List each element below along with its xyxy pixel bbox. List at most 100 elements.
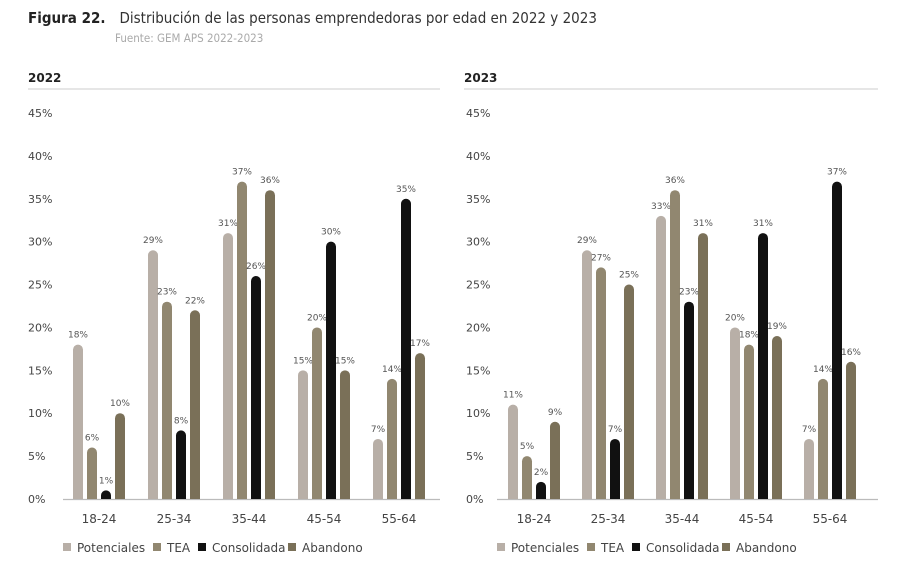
x-tick-label: 18-24 [82,512,117,526]
x-tick-label: 55-64 [382,512,417,526]
data-label: 31% [693,219,713,229]
legend-item-potenciales: Potenciales [63,541,145,555]
bar-potenciales-45-54 [298,370,308,499]
legend-swatch [153,543,161,551]
x-tick-label: 25-34 [157,512,192,526]
y-tick-label: 0% [466,493,483,506]
y-tick-label: 40% [466,150,490,163]
bar-tea-35-44 [237,181,247,499]
legend-swatch [722,543,730,551]
legend-item-abandono: Abandono [722,541,797,555]
bar-consolidada-35-44 [251,275,261,499]
bar-abandono-18-24 [115,413,125,499]
y-tick-label: 10% [466,407,490,420]
legend-item-consolidada: Consolidada [632,541,720,555]
legend-swatch [198,543,206,551]
bar-abandono-45-54 [772,336,782,499]
data-label: 20% [307,313,327,323]
data-label: 29% [143,236,163,246]
bar-consolidada-25-34 [176,430,186,499]
x-tick-label: 55-64 [813,512,848,526]
data-label: 19% [767,322,787,332]
data-label: 1% [99,476,114,486]
data-label: 36% [665,176,685,186]
y-tick-label: 45% [466,107,490,120]
bar-abandono-25-34 [190,310,200,499]
y-tick-label: 25% [466,279,490,292]
y-tick-label: 35% [466,193,490,206]
x-tick-label: 45-54 [739,512,774,526]
data-label: 20% [725,313,745,323]
bar-consolidada-55-64 [401,198,411,499]
bar-tea-25-34 [162,301,172,499]
y-tick-label: 40% [28,150,52,163]
legend-label: Consolidada [212,541,286,555]
data-label: 18% [739,331,759,341]
data-label: 27% [591,253,611,263]
figure-title-text: Distribución de las personas emprendedor… [119,9,597,27]
data-label: 14% [382,365,402,375]
data-label: 7% [802,425,817,435]
bar-consolidada-45-54 [758,233,768,499]
data-label: 6% [85,434,100,444]
data-label: 15% [335,356,355,366]
bar-potenciales-25-34 [148,250,158,499]
x-tick-label: 25-34 [591,512,626,526]
data-label: 35% [396,185,416,195]
legend-item-abandono: Abandono [288,541,363,555]
data-label: 11% [503,391,523,401]
legend-label: Consolidada [646,541,720,555]
data-label: 26% [246,262,266,272]
bar-abandono-35-44 [265,190,275,499]
chart-title: 2023 [464,71,497,85]
bar-potenciales-55-64 [373,438,383,499]
legend-label: TEA [600,541,625,555]
data-label: 30% [321,228,341,238]
y-tick-label: 15% [28,364,52,377]
bar-tea-45-54 [312,327,322,499]
y-tick-label: 45% [28,107,52,120]
bar-tea-25-34 [596,267,606,499]
bar-consolidada-45-54 [326,241,336,499]
legend-label: Abandono [736,541,797,555]
legend-swatch [587,543,595,551]
chart-2022: 2022 0% 5% 10% 15% 20% 25% 30% 35% 40% 45% 18-24 18%… [28,71,440,555]
bar-tea-18-24 [522,456,532,499]
bar-potenciales-18-24 [73,344,83,499]
bar-abandono-25-34 [624,284,634,499]
bar-tea-55-64 [387,378,397,499]
y-tick-label: 20% [28,321,52,334]
bar-abandono-55-64 [415,353,425,499]
bar-consolidada-25-34 [610,438,620,499]
data-label: 25% [619,271,639,281]
chart-title: 2022 [28,71,61,85]
bar-consolidada-35-44 [684,301,694,499]
data-label: 31% [218,219,238,229]
bar-abandono-55-64 [846,361,856,499]
data-label: 8% [174,416,189,426]
figure-source: Fuente: GEM APS 2022-2023 [115,31,264,45]
legend-label: Abandono [302,541,363,555]
data-label: 7% [608,425,623,435]
bar-potenciales-35-44 [223,233,233,499]
legend-item-tea: TEA [153,541,191,555]
data-label: 14% [813,365,833,375]
bar-consolidada-18-24 [536,481,546,499]
legend-item-tea: TEA [587,541,625,555]
bar-abandono-45-54 [340,370,350,499]
bar-consolidada-55-64 [832,181,842,499]
data-label: 22% [185,296,205,306]
legend-swatch [632,543,640,551]
data-label: 17% [410,339,430,349]
legend-swatch [288,543,296,551]
y-tick-label: 5% [466,450,483,463]
bar-tea-18-24 [87,447,97,499]
data-label: 15% [293,356,313,366]
data-label: 5% [520,442,535,452]
data-label: 2% [534,468,549,478]
x-tick-label: 35-44 [665,512,700,526]
x-tick-label: 45-54 [307,512,342,526]
legend-item-potenciales: Potenciales [497,541,579,555]
figure-title: Figura 22. Distribución de las personas e… [28,9,597,27]
data-label: 16% [841,348,861,358]
